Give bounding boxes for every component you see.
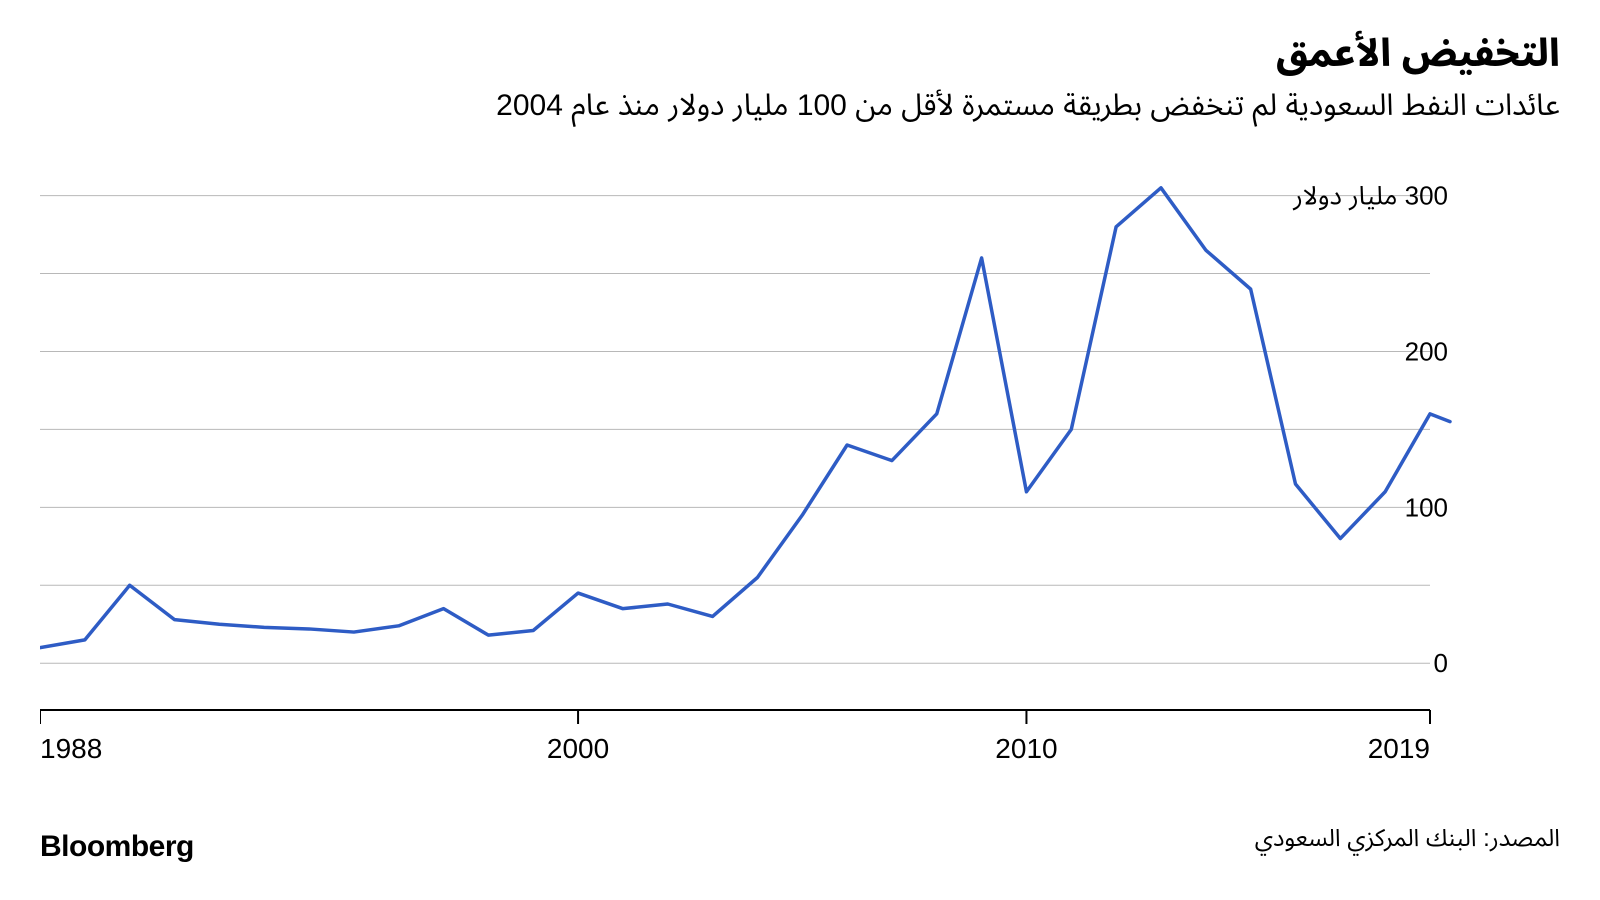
- x-tick-label: 1988: [40, 733, 102, 764]
- chart-plot-area: 0 100 200 300 مليار دولار 1988 2000 2010 2019: [40, 170, 1560, 780]
- y-tick-label: 200: [1405, 336, 1448, 366]
- chart-title: التخفيض الأعمق: [40, 32, 1560, 78]
- x-tick-label: 2010: [995, 733, 1057, 764]
- chart-container: التخفيض الأعمق عائدات النفط السعودية لم …: [0, 0, 1600, 900]
- y-tick-label: 0: [1434, 648, 1448, 678]
- chart-subtitle: عائدات النفط السعودية لم تنخفض بطريقة مس…: [40, 86, 1560, 125]
- y-tick-label: 100: [1405, 492, 1448, 522]
- y-tick-label: 300 مليار دولار: [1292, 181, 1448, 211]
- brand-logo: Bloomberg: [40, 830, 194, 864]
- x-tick-label: 2019: [1368, 733, 1430, 764]
- line-chart-svg: 0 100 200 300 مليار دولار 1988 2000 2010 2019: [40, 170, 1560, 780]
- data-line: [40, 188, 1450, 648]
- x-tick-label: 2000: [547, 733, 609, 764]
- source-label: المصدر: البنك المركزي السعودي: [1255, 813, 1560, 864]
